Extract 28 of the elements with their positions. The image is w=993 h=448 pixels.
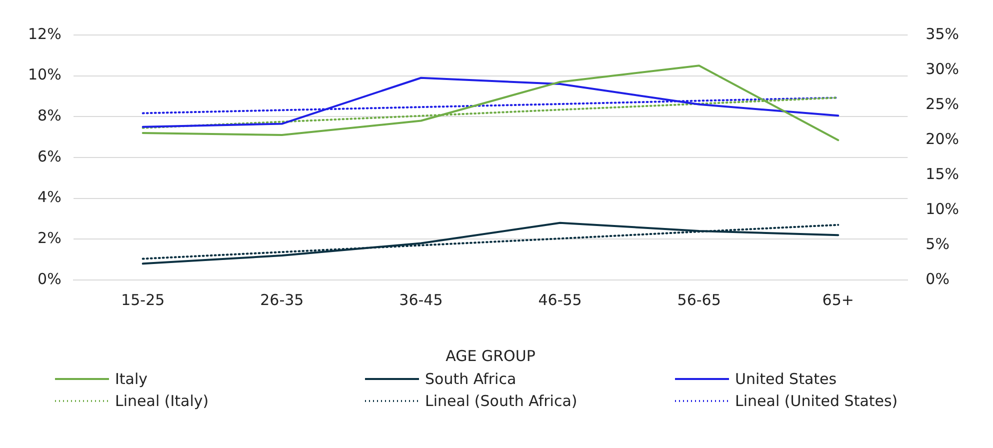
y-tick-label: 8% [38, 106, 62, 125]
y2-tick-label: 25% [926, 94, 960, 113]
y-tick-label: 4% [38, 188, 62, 206]
x-tick-label: 36-45 [399, 290, 443, 309]
legend-label: South Africa [425, 370, 516, 388]
x-tick-label: 46-55 [538, 290, 582, 309]
x-tick-label: 26-35 [260, 290, 304, 309]
legend-label: Lineal (United States) [735, 392, 898, 410]
x-axis-title: AGE GROUP [446, 346, 536, 365]
y-tick-label: 0% [38, 270, 62, 288]
y-tick-label: 6% [38, 147, 62, 166]
x-tick-label: 65+ [822, 290, 854, 309]
y2-tick-label: 5% [926, 234, 950, 253]
y2-tick-label: 30% [926, 60, 960, 78]
y2-tick-label: 10% [926, 200, 960, 218]
y2-tick-label: 35% [926, 24, 960, 43]
y2-tick-label: 15% [926, 164, 960, 183]
x-tick-label: 56-65 [677, 290, 721, 309]
y-tick-label: 10% [28, 66, 62, 84]
legend-label: United States [735, 370, 837, 388]
y2-tick-label: 0% [926, 270, 950, 288]
legend-label: Italy [115, 370, 148, 388]
legend-label: Lineal (Italy) [115, 392, 209, 410]
y2-tick-label: 20% [926, 130, 960, 148]
y-tick-label: 12% [28, 24, 62, 43]
x-tick-label: 15-25 [121, 290, 165, 309]
y-tick-label: 2% [38, 229, 62, 248]
legend-label: Lineal (South Africa) [425, 392, 578, 410]
